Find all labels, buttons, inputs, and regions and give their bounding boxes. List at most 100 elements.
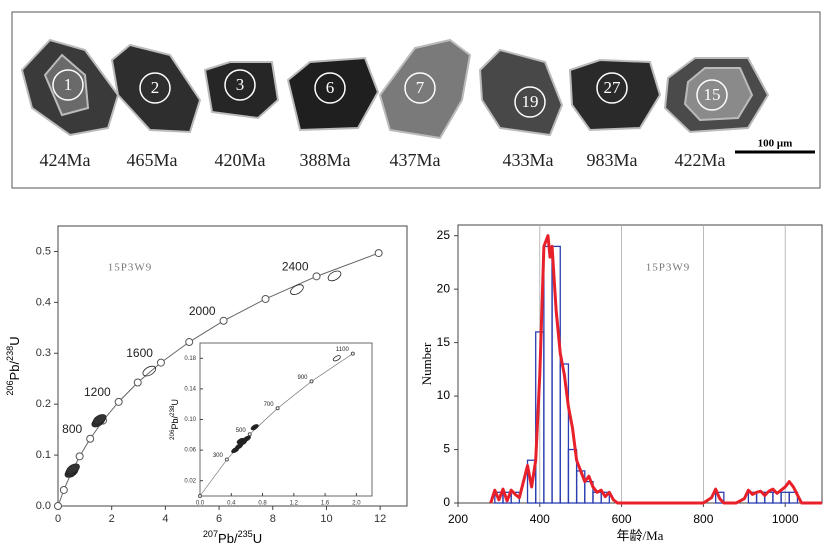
y-tick-label: 0.4 (36, 296, 51, 308)
grain-number: 2 (151, 78, 160, 97)
axis-label-part: 206 (5, 380, 15, 395)
x-tick-label: 0.4 (227, 501, 236, 507)
age-marker (225, 458, 228, 461)
axis-label-part: 206 (169, 429, 176, 440)
age-label: 800 (62, 422, 82, 436)
x-tick-label: 6 (216, 513, 222, 525)
inset-frame (200, 343, 372, 496)
y-tick-label: 0.1 (36, 449, 51, 461)
age-label: 1200 (84, 385, 111, 399)
age-label: 1600 (126, 346, 153, 360)
sample-label: 15P3W9 (646, 262, 691, 274)
axis-label-part: Pb/ (7, 361, 22, 381)
age-marker (248, 433, 251, 436)
grain-age: 433Ma (503, 150, 554, 170)
sample-label: 15P3W9 (108, 262, 153, 274)
age-marker (351, 352, 354, 355)
x-tick-label: 12 (374, 513, 386, 525)
y-tick-label: 0.5 (36, 245, 51, 257)
grain-age: 422Ma (675, 150, 726, 170)
axis-label-part: U (253, 531, 262, 546)
y-tick-label: 0.14 (184, 386, 196, 392)
axis-label-part: 235 (238, 529, 253, 539)
age-marker (87, 435, 94, 442)
grain-age: 437Ma (390, 150, 441, 170)
axis-label-part: Pb/ (170, 415, 180, 429)
axis-label-part: 207 (203, 529, 218, 539)
y-tick-label: 0 (443, 495, 450, 509)
grain-age: 465Ma (127, 150, 178, 170)
age-marker (76, 453, 83, 460)
age-marker (157, 359, 164, 366)
y-tick-label: 0.0 (36, 500, 51, 512)
axis-label: 207Pb/235U (203, 529, 262, 546)
grain-number: 27 (604, 78, 622, 97)
x-tick-label: 1.2 (290, 501, 299, 507)
axis-label: 206Pb/238U (5, 336, 22, 395)
y-axis-label: Number (419, 342, 434, 385)
scale-bar-label: 100 μm (758, 138, 793, 150)
x-tick-label: 0.0 (196, 501, 205, 507)
age-marker (134, 379, 141, 386)
grain-number: 7 (416, 78, 425, 97)
age-marker (115, 398, 122, 405)
figure: 100 μm 1 424Ma 2 465Ma 3 420Ma 6 388Ma 7 437Ma 19 4… (0, 0, 826, 547)
x-tick-label: 1000 (772, 512, 799, 526)
y-tick-label: 0.02 (184, 478, 196, 484)
x-tick-label: 800 (693, 512, 713, 526)
y-tick-label: 5 (443, 442, 450, 456)
age-marker (262, 295, 269, 302)
grain-shapes (22, 40, 768, 138)
y-tick-label: 15 (437, 335, 451, 349)
x-tick-label: 0.8 (258, 501, 267, 507)
age-marker (313, 273, 320, 280)
grain-number: 3 (236, 75, 245, 94)
y-tick-label: 20 (437, 281, 451, 295)
age-marker (199, 495, 202, 498)
age-marker (186, 339, 193, 346)
x-tick-label: 10 (320, 513, 332, 525)
age-label: 300 (213, 453, 224, 459)
grain-number: 1 (64, 75, 73, 94)
x-axis-label: 年龄/Ma (617, 528, 664, 543)
age-marker (60, 486, 67, 493)
axis-label-part: U (7, 336, 22, 345)
y-tick-label: 0.10 (184, 417, 196, 423)
x-tick-label: 1.6 (321, 501, 330, 507)
x-tick-label: 2.0 (352, 501, 361, 507)
histogram-bar (544, 246, 552, 503)
axis-label-part: U (170, 399, 180, 406)
x-tick-label: 2 (109, 513, 115, 525)
grain-age: 420Ma (215, 150, 266, 170)
y-tick-label: 0.3 (36, 347, 51, 359)
age-marker (310, 380, 313, 383)
age-label: 2000 (189, 304, 216, 318)
probability-curve (491, 236, 822, 503)
x-tick-label: 400 (530, 512, 550, 526)
histogram-bar (593, 492, 601, 503)
grain-age: 983Ma (587, 150, 638, 170)
grain-number: 19 (522, 92, 539, 111)
axis-label-part: 238 (169, 405, 176, 416)
age-marker (55, 503, 62, 510)
grain-age: 424Ma (40, 150, 91, 170)
age-marker (375, 250, 382, 257)
age-label: 500 (236, 428, 247, 434)
y-tick-label: 0.18 (184, 356, 196, 362)
age-label: 700 (264, 402, 275, 408)
age-label: 900 (297, 375, 308, 381)
age-marker (276, 407, 279, 410)
x-tick-label: 0 (55, 513, 61, 525)
y-tick-label: 25 (437, 228, 451, 242)
x-tick-label: 8 (270, 513, 276, 525)
plot-frame (458, 225, 822, 503)
axis-label-part: 238 (5, 346, 15, 361)
x-tick-label: 4 (162, 513, 168, 525)
x-tick-label: 600 (612, 512, 632, 526)
age-label: 1100 (336, 347, 350, 353)
age-label: 2400 (282, 260, 309, 274)
y-tick-label: 10 (437, 388, 451, 402)
axis-label-part: Pb/ (218, 531, 238, 546)
y-tick-label: 0.2 (36, 398, 51, 410)
grain-age: 388Ma (300, 150, 351, 170)
